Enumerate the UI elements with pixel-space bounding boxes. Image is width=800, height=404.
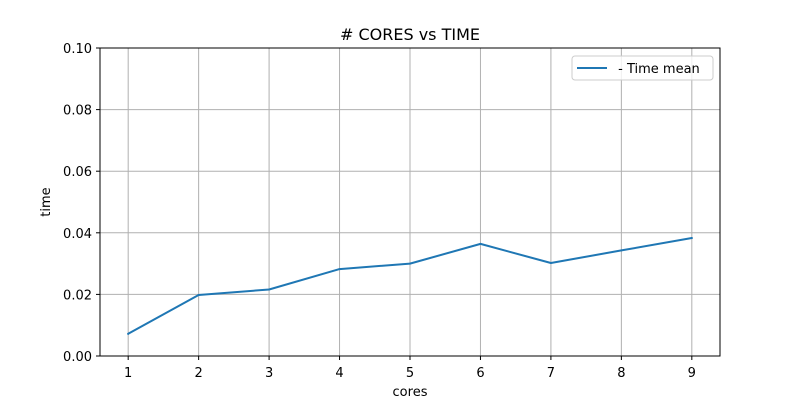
- x-axis-label: cores: [393, 385, 428, 400]
- data-point: [549, 261, 552, 264]
- data-point: [268, 288, 271, 291]
- x-tick-label: 5: [406, 366, 414, 381]
- data-point: [479, 242, 482, 245]
- x-axis-ticks: 1 2 3 4 5 6 7 8 9: [124, 356, 696, 381]
- data-point: [338, 268, 341, 271]
- y-tick-label: 0.06: [63, 165, 92, 180]
- x-tick-label: 8: [617, 366, 625, 381]
- x-tick-label: 7: [547, 366, 555, 381]
- x-tick-label: 2: [194, 366, 202, 381]
- legend-label: - Time mean: [614, 62, 700, 77]
- chart-title: # CORES vs TIME: [340, 25, 480, 44]
- data-point: [690, 237, 693, 240]
- legend: - Time mean: [571, 55, 714, 81]
- data-point: [409, 262, 411, 265]
- y-tick-label: 0.04: [63, 227, 92, 242]
- x-tick-label: 3: [265, 366, 273, 381]
- y-tick-label: 0.08: [63, 104, 92, 119]
- series-layer: [127, 237, 693, 335]
- legend-box: [571, 55, 714, 81]
- y-tick-label: 0.02: [63, 288, 92, 303]
- x-tick-label: 9: [688, 366, 696, 381]
- x-tick-label: 6: [476, 366, 484, 381]
- y-tick-label: 0.10: [63, 42, 92, 57]
- data-point: [197, 294, 200, 297]
- x-tick-label: 4: [335, 366, 343, 381]
- data-point: [620, 249, 623, 252]
- y-axis-ticks: 0.00 0.02 0.04 0.06 0.08 0.10: [63, 42, 100, 365]
- y-axis-label: time: [39, 187, 54, 216]
- data-point: [127, 332, 130, 335]
- x-tick-label: 1: [124, 366, 132, 381]
- y-tick-label: 0.00: [63, 350, 92, 365]
